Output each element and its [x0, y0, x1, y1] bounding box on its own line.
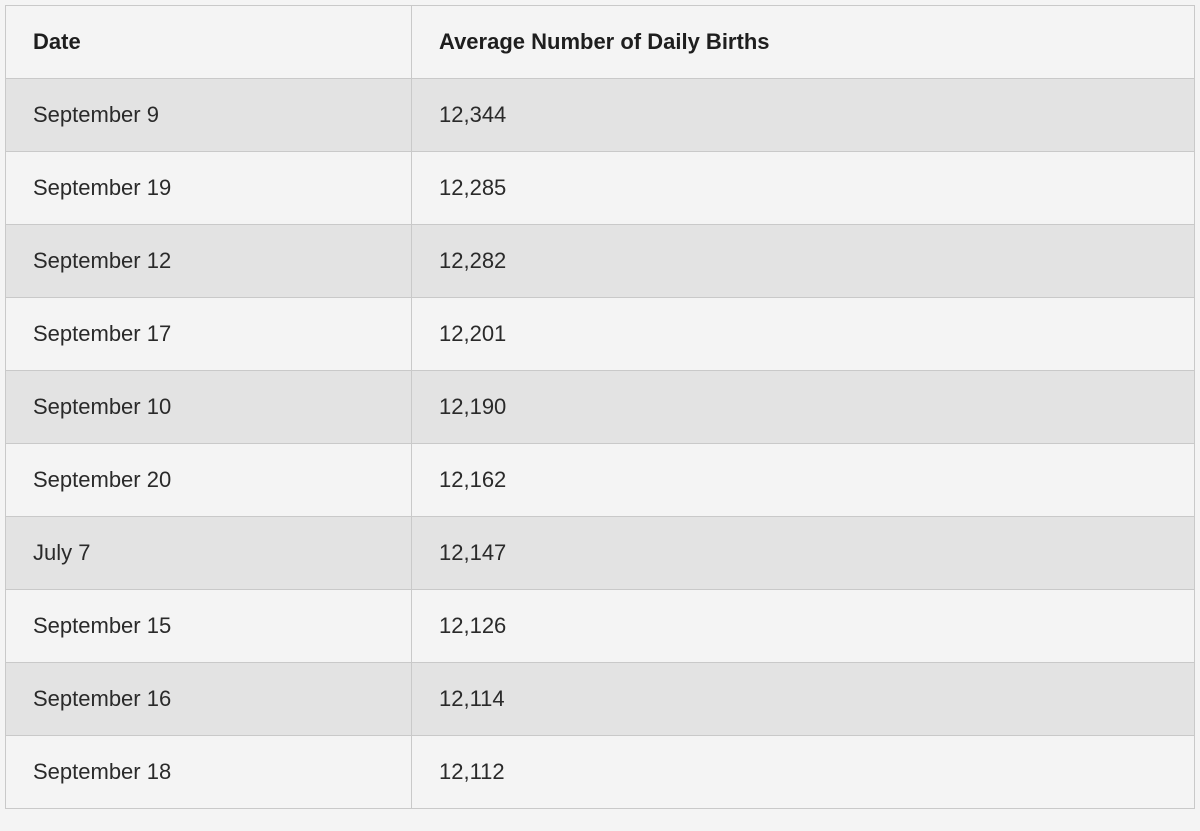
- column-header-average-daily-births: Average Number of Daily Births: [411, 5, 1195, 79]
- births-cell: 12,201: [411, 297, 1195, 371]
- date-cell: September 12: [5, 224, 412, 298]
- table-row: September 10 12,190: [5, 370, 1195, 444]
- date-cell: September 10: [5, 370, 412, 444]
- table-row: September 9 12,344: [5, 78, 1195, 152]
- table-row: September 12 12,282: [5, 224, 1195, 298]
- births-cell: 12,344: [411, 78, 1195, 152]
- table-row: September 16 12,114: [5, 662, 1195, 736]
- table-row: September 15 12,126: [5, 589, 1195, 663]
- date-cell: September 15: [5, 589, 412, 663]
- table-header: Date Average Number of Daily Births: [5, 5, 1195, 79]
- column-header-date: Date: [5, 5, 412, 79]
- date-cell: September 9: [5, 78, 412, 152]
- header-row: Date Average Number of Daily Births: [5, 5, 1195, 79]
- births-cell: 12,285: [411, 151, 1195, 225]
- births-cell: 12,282: [411, 224, 1195, 298]
- births-cell: 12,112: [411, 735, 1195, 809]
- births-cell: 12,147: [411, 516, 1195, 590]
- table-row: September 20 12,162: [5, 443, 1195, 517]
- table-row: July 7 12,147: [5, 516, 1195, 590]
- table-body: September 9 12,344 September 19 12,285 S…: [5, 78, 1195, 809]
- date-cell: September 18: [5, 735, 412, 809]
- table-row: September 19 12,285: [5, 151, 1195, 225]
- births-table-container: Date Average Number of Daily Births Sept…: [5, 5, 1195, 809]
- date-cell: September 19: [5, 151, 412, 225]
- births-cell: 12,126: [411, 589, 1195, 663]
- date-cell: September 17: [5, 297, 412, 371]
- births-cell: 12,162: [411, 443, 1195, 517]
- date-cell: September 16: [5, 662, 412, 736]
- births-cell: 12,190: [411, 370, 1195, 444]
- table-row: September 18 12,112: [5, 735, 1195, 809]
- births-table: Date Average Number of Daily Births Sept…: [5, 5, 1195, 809]
- date-cell: September 20: [5, 443, 412, 517]
- table-row: September 17 12,201: [5, 297, 1195, 371]
- births-cell: 12,114: [411, 662, 1195, 736]
- date-cell: July 7: [5, 516, 412, 590]
